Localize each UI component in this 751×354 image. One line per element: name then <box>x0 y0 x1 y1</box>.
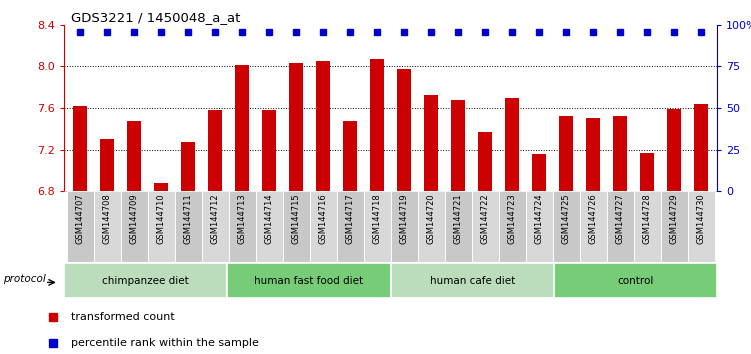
Bar <box>228 191 255 262</box>
Bar <box>397 69 412 191</box>
Bar <box>67 191 94 262</box>
Text: GSM144729: GSM144729 <box>669 193 678 244</box>
Bar <box>369 59 385 191</box>
Bar <box>363 191 391 262</box>
Bar <box>207 110 222 191</box>
Bar <box>532 154 547 191</box>
Text: GSM144717: GSM144717 <box>345 193 354 244</box>
Text: percentile rank within the sample: percentile rank within the sample <box>71 338 259 348</box>
Bar <box>445 191 472 262</box>
Text: GSM144723: GSM144723 <box>508 193 517 244</box>
Text: control: control <box>617 275 653 286</box>
Text: GSM144718: GSM144718 <box>372 193 382 244</box>
Text: GSM144725: GSM144725 <box>562 193 571 244</box>
Bar <box>309 191 336 262</box>
Text: GSM144714: GSM144714 <box>264 193 273 244</box>
Bar <box>73 106 87 191</box>
Bar <box>127 121 141 191</box>
Bar <box>424 96 439 191</box>
Bar <box>586 118 601 191</box>
Bar <box>559 116 574 191</box>
Bar <box>174 191 201 262</box>
Bar <box>282 191 309 262</box>
Bar <box>472 191 499 262</box>
Bar <box>505 98 520 191</box>
Text: human fast food diet: human fast food diet <box>255 275 363 286</box>
Bar <box>607 191 634 262</box>
Bar <box>694 104 708 191</box>
Bar <box>554 263 717 298</box>
Text: GSM144722: GSM144722 <box>481 193 490 244</box>
Bar <box>478 132 493 191</box>
Bar <box>391 263 554 298</box>
Bar <box>640 153 654 191</box>
Bar <box>315 61 330 191</box>
Text: GSM144712: GSM144712 <box>210 193 219 244</box>
Text: GSM144710: GSM144710 <box>156 193 165 244</box>
Text: GSM144711: GSM144711 <box>183 193 192 244</box>
Text: GSM144720: GSM144720 <box>427 193 436 244</box>
Bar <box>336 191 363 262</box>
Bar <box>342 121 357 191</box>
Bar <box>499 191 526 262</box>
Text: GSM144715: GSM144715 <box>291 193 300 244</box>
Bar <box>147 191 174 262</box>
Bar <box>661 191 687 262</box>
Bar <box>667 109 681 191</box>
Bar <box>154 183 168 191</box>
Text: GSM144726: GSM144726 <box>589 193 598 244</box>
Text: GDS3221 / 1450048_a_at: GDS3221 / 1450048_a_at <box>71 11 241 24</box>
Text: transformed count: transformed count <box>71 312 175 322</box>
Bar <box>553 191 580 262</box>
Bar <box>100 139 114 191</box>
Text: GSM144719: GSM144719 <box>400 193 409 244</box>
Bar <box>180 142 195 191</box>
Text: GSM144709: GSM144709 <box>129 193 138 244</box>
Bar <box>201 191 228 262</box>
Text: GSM144730: GSM144730 <box>696 193 705 244</box>
Bar <box>64 263 227 298</box>
Text: GSM144728: GSM144728 <box>643 193 652 244</box>
Text: GSM144727: GSM144727 <box>616 193 625 244</box>
Text: GSM144724: GSM144724 <box>535 193 544 244</box>
Text: GSM144708: GSM144708 <box>103 193 112 244</box>
Text: human cafe diet: human cafe diet <box>430 275 515 286</box>
Bar <box>418 191 445 262</box>
Bar <box>687 191 714 262</box>
Text: chimpanzee diet: chimpanzee diet <box>102 275 189 286</box>
Bar <box>227 263 391 298</box>
Bar <box>120 191 147 262</box>
Text: GSM144707: GSM144707 <box>76 193 85 244</box>
Bar <box>634 191 661 262</box>
Bar <box>234 65 249 191</box>
Bar <box>261 110 276 191</box>
Text: GSM144716: GSM144716 <box>318 193 327 244</box>
Bar <box>613 116 627 191</box>
Bar <box>94 191 120 262</box>
Text: GSM144713: GSM144713 <box>237 193 246 244</box>
Bar <box>526 191 553 262</box>
Text: protocol: protocol <box>3 274 46 284</box>
Bar <box>288 63 303 191</box>
Bar <box>451 99 466 191</box>
Bar <box>391 191 418 262</box>
Text: GSM144721: GSM144721 <box>454 193 463 244</box>
Bar <box>255 191 282 262</box>
Bar <box>580 191 607 262</box>
